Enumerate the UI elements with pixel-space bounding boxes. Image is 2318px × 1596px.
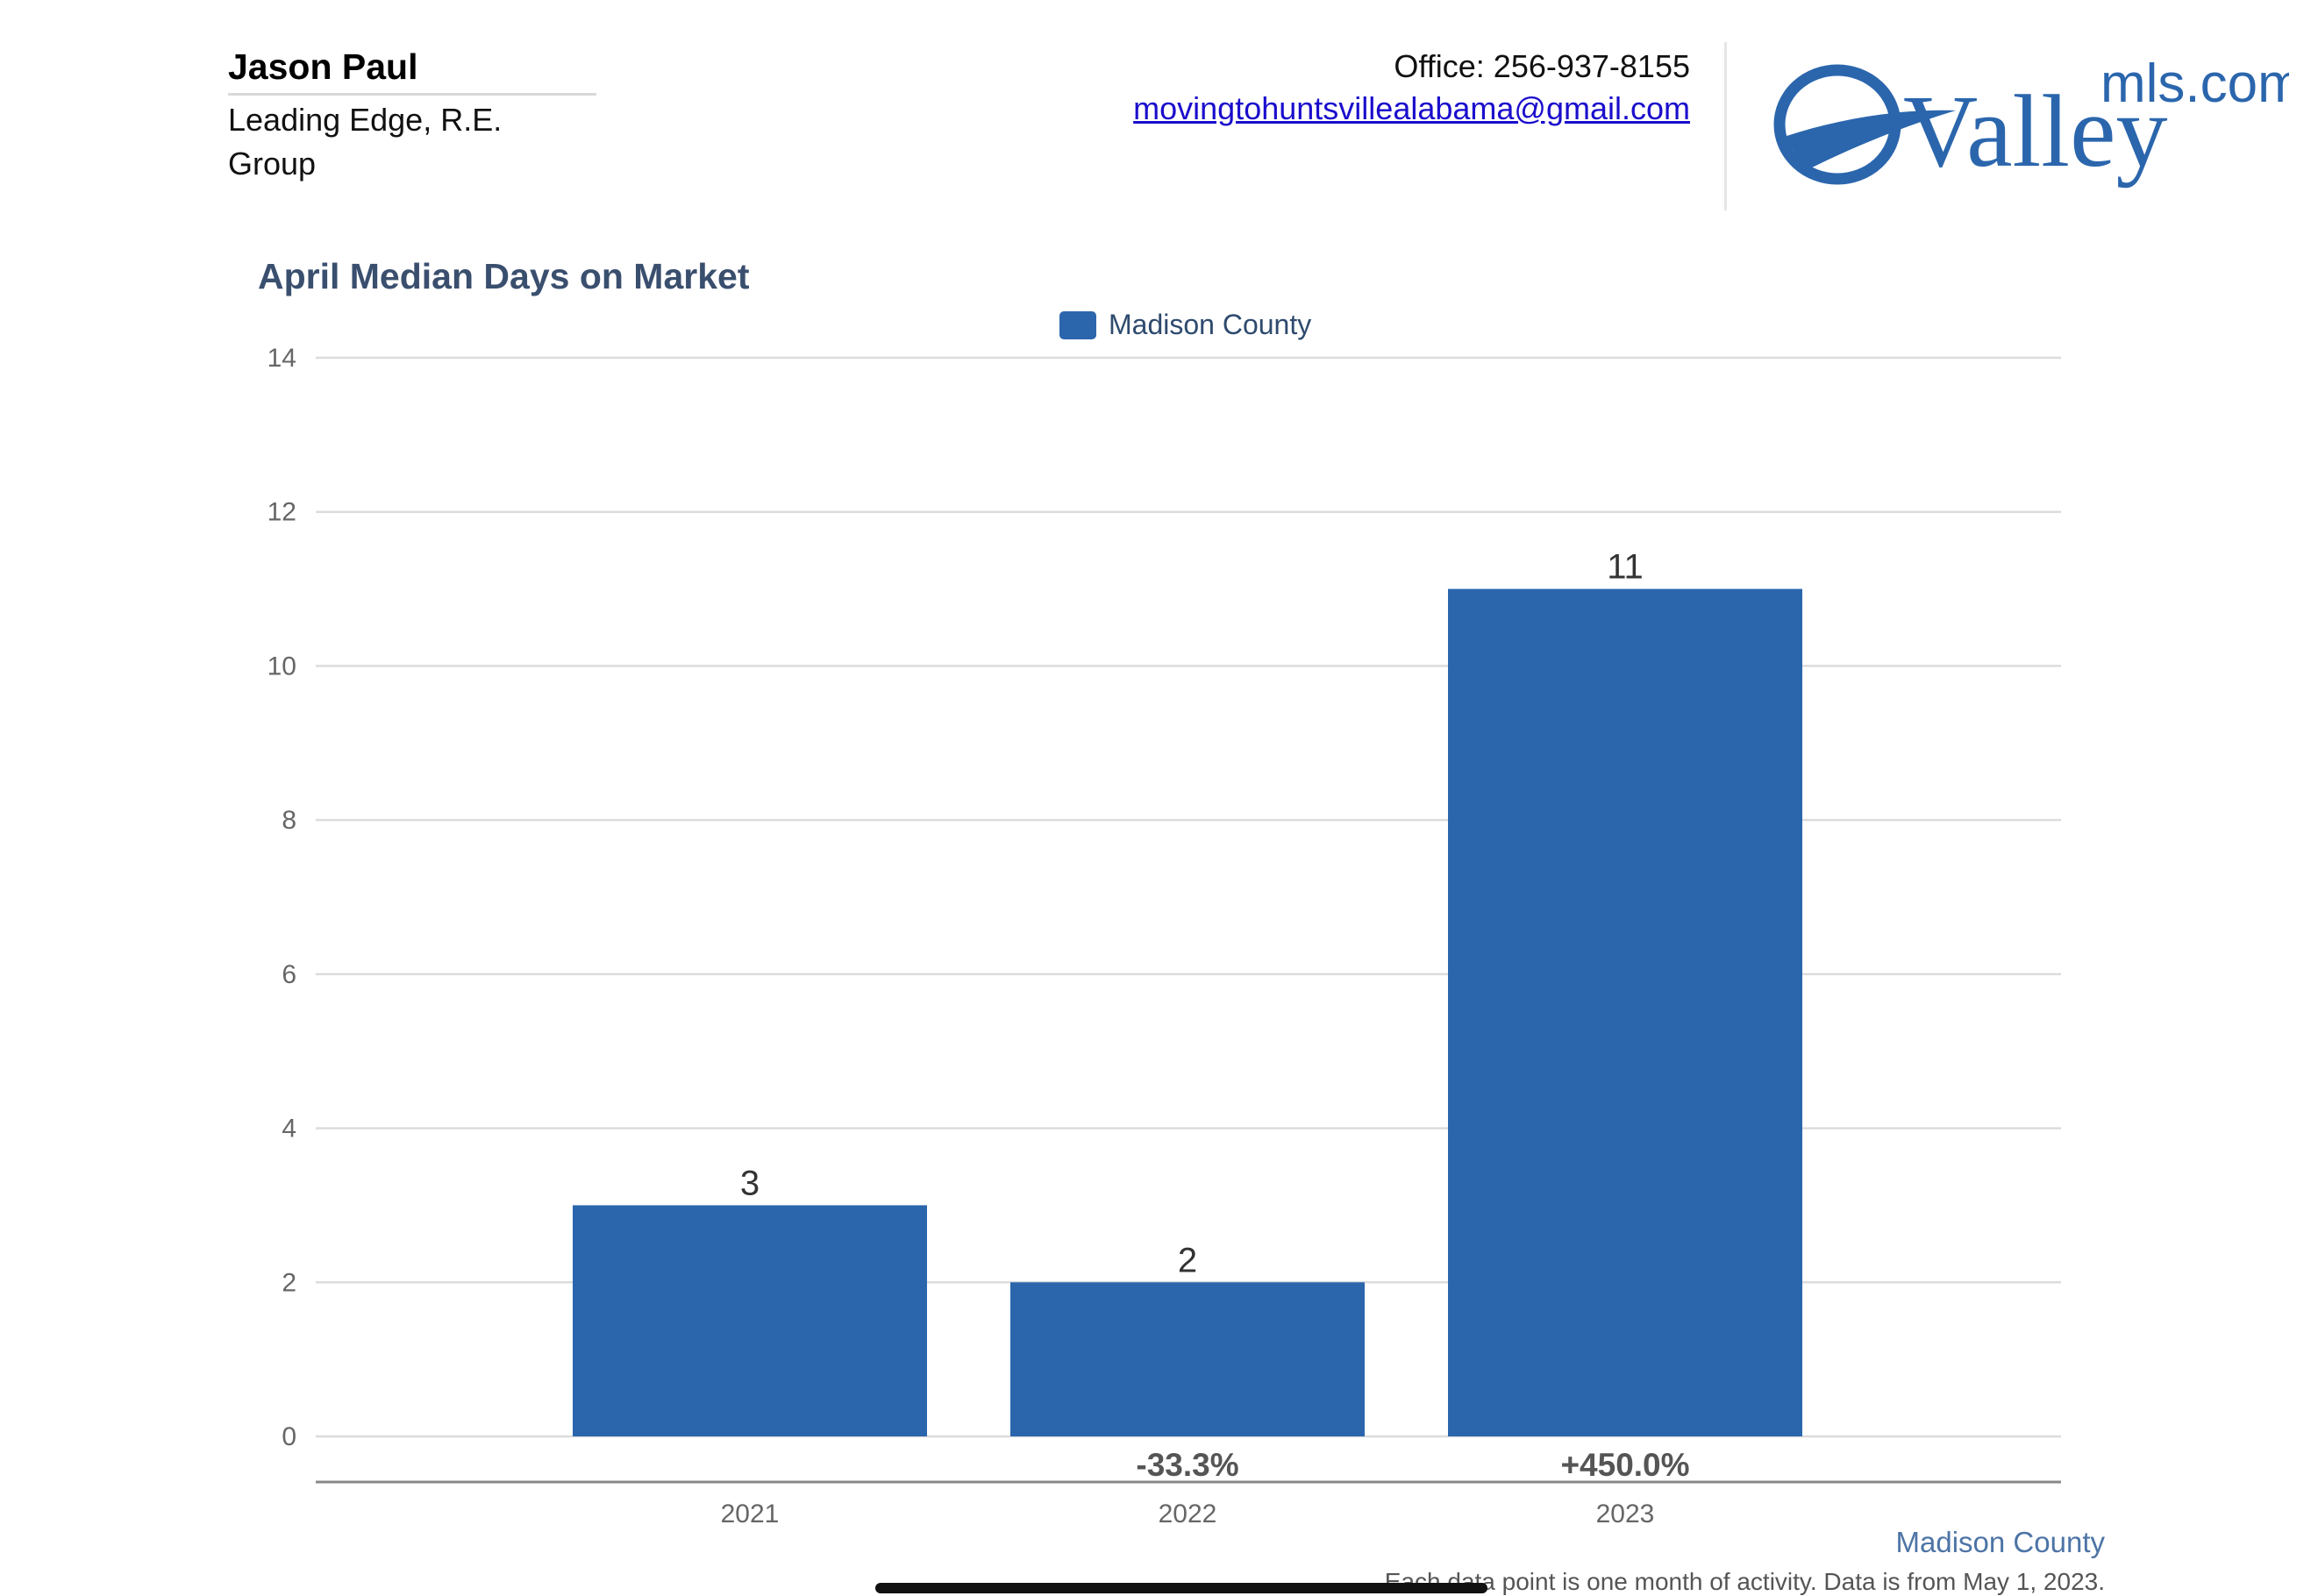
logo-swoosh-icon [1784,110,1956,170]
agent-name: Jason Paul [228,42,596,96]
y-tick-label: 4 [282,1115,296,1144]
valleymls-logo: Valley mls.com [1773,56,2289,189]
office-phone: Office: 256-937-8155 [1394,48,1690,84]
x-tick-label: 2023 [1596,1500,1655,1528]
y-tick-label: 2 [282,1268,296,1297]
y-tick-label: 8 [282,806,296,835]
header-divider [1724,42,1727,210]
y-tick-label: 14 [267,344,296,373]
bar-2021[interactable] [573,1205,927,1436]
chart-legend: Madison County [1059,309,1311,341]
y-tick-label: 0 [282,1422,296,1451]
value-label: 3 [740,1164,760,1202]
email-link[interactable]: movingtohuntsvillealabama@gmail.com [1133,90,1690,126]
home-indicator[interactable] [875,1583,1487,1593]
bar-2023[interactable] [1448,588,1802,1436]
legend-swatch [1059,310,1096,339]
footer-series-label: Madison County [1895,1526,2105,1558]
x-tick-label: 2021 [721,1500,780,1528]
change-label: +450.0% [1560,1447,1689,1483]
y-tick-label: 10 [267,652,296,680]
logo-suffix-text: mls.com [2100,56,2289,114]
agent-info: Jason Paul Leading Edge, R.E. Group [228,42,596,186]
y-tick-label: 6 [282,960,296,989]
value-label: 11 [1607,548,1644,587]
contact-info: Office: 256-937-8155 movingtohuntsvillea… [1133,46,1690,130]
x-tick-label: 2022 [1159,1500,1217,1528]
y-tick-label: 12 [267,498,296,527]
agent-company: Leading Edge, R.E. Group [228,102,503,182]
chart-title: April Median Days on Market [258,256,750,296]
logo-main-text: Valley [1903,74,2167,189]
value-label: 2 [1178,1241,1197,1279]
legend-label: Madison County [1109,309,1312,340]
footer-note: Each data point is one month of activity… [1384,1568,2105,1595]
bar-2022[interactable] [1010,1282,1365,1436]
change-label: -33.3% [1136,1447,1238,1483]
